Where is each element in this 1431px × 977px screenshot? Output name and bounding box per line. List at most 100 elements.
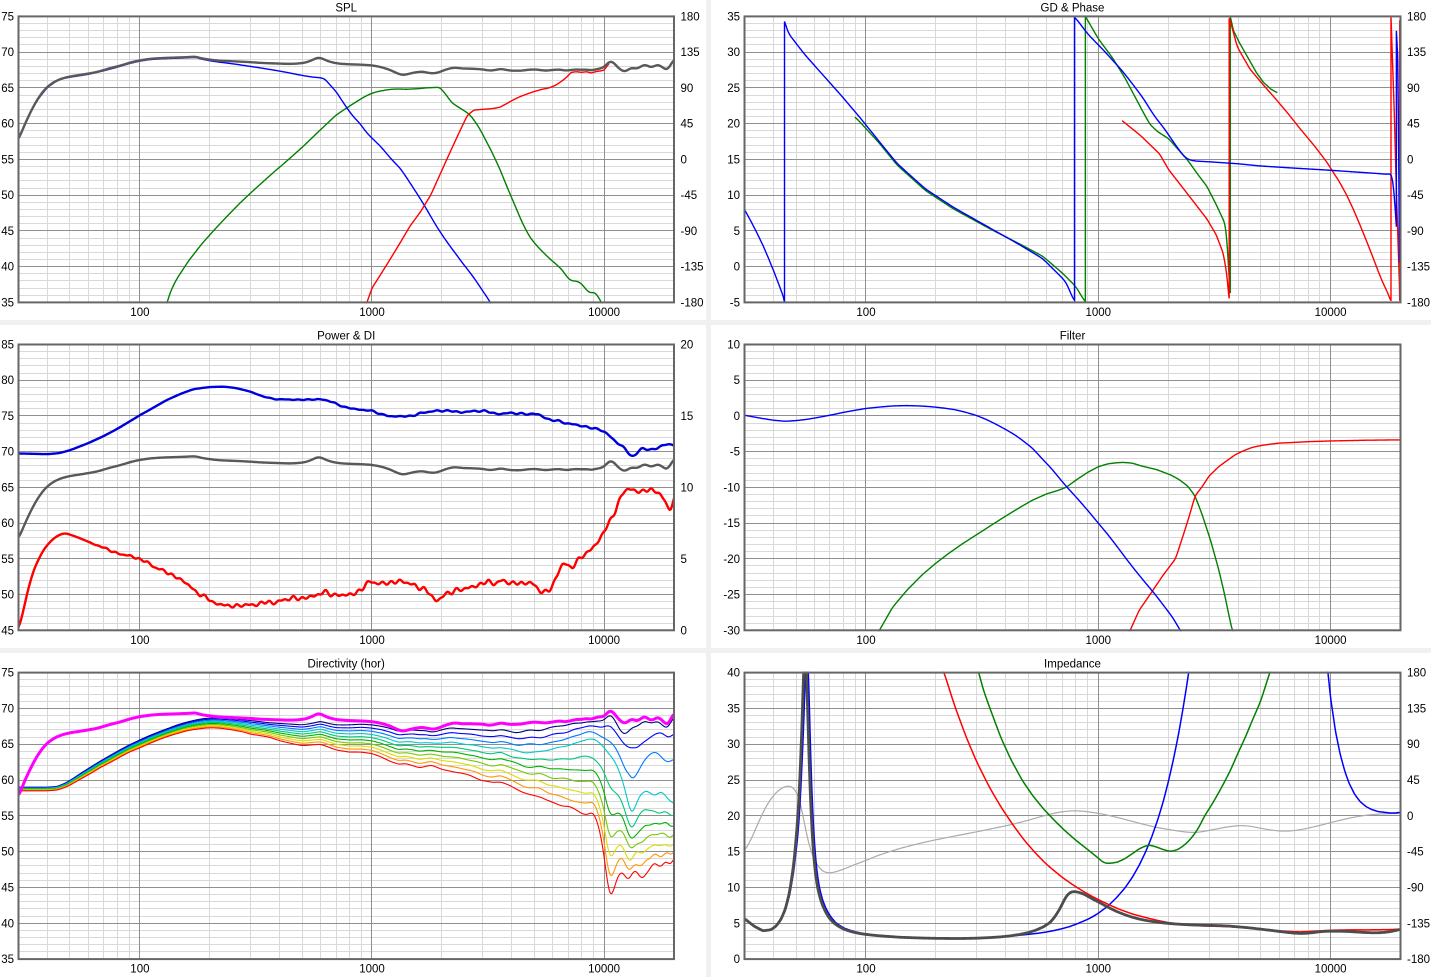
- svg-text:75: 75: [1, 411, 14, 423]
- svg-text:-90: -90: [1407, 883, 1424, 895]
- svg-text:40: 40: [1, 262, 14, 274]
- svg-text:75: 75: [1, 11, 14, 23]
- svg-text:0: 0: [1407, 811, 1413, 823]
- svg-text:60: 60: [1, 518, 14, 530]
- svg-text:85: 85: [1, 340, 14, 352]
- svg-text:1000: 1000: [359, 635, 385, 647]
- svg-text:50: 50: [1, 590, 14, 602]
- svg-text:SPL: SPL: [335, 2, 357, 14]
- svg-text:5: 5: [734, 375, 740, 387]
- svg-text:45: 45: [681, 119, 694, 131]
- svg-text:0: 0: [681, 154, 687, 166]
- svg-text:5: 5: [734, 918, 740, 930]
- svg-text:10: 10: [727, 190, 740, 202]
- svg-text:5: 5: [681, 554, 687, 566]
- svg-text:-90: -90: [681, 226, 698, 238]
- svg-text:Power & DI: Power & DI: [317, 331, 375, 343]
- svg-text:1000: 1000: [1086, 307, 1112, 319]
- svg-text:-90: -90: [1407, 226, 1424, 238]
- svg-text:0: 0: [734, 262, 740, 274]
- svg-text:10000: 10000: [588, 964, 620, 976]
- svg-text:1000: 1000: [1086, 964, 1112, 976]
- svg-text:35: 35: [1, 297, 14, 309]
- svg-text:-5: -5: [730, 297, 740, 309]
- svg-text:90: 90: [1407, 83, 1420, 95]
- svg-text:15: 15: [727, 847, 740, 859]
- svg-text:10000: 10000: [1315, 307, 1347, 319]
- svg-text:60: 60: [1, 775, 14, 787]
- svg-text:65: 65: [1, 83, 14, 95]
- svg-text:15: 15: [727, 154, 740, 166]
- svg-text:50: 50: [1, 847, 14, 859]
- svg-text:Filter: Filter: [1060, 331, 1086, 343]
- svg-text:-45: -45: [681, 190, 698, 202]
- svg-text:1000: 1000: [359, 307, 385, 319]
- svg-text:-5: -5: [730, 447, 740, 459]
- svg-text:55: 55: [1, 154, 14, 166]
- svg-text:10: 10: [681, 482, 694, 494]
- svg-text:0: 0: [1407, 154, 1413, 166]
- svg-text:20: 20: [727, 119, 740, 131]
- svg-text:180: 180: [681, 11, 700, 23]
- svg-text:10: 10: [727, 883, 740, 895]
- svg-text:1000: 1000: [359, 964, 385, 976]
- svg-text:40: 40: [1, 918, 14, 930]
- svg-text:-20: -20: [723, 554, 740, 566]
- svg-text:-135: -135: [1407, 262, 1430, 274]
- svg-text:70: 70: [1, 703, 14, 715]
- svg-text:30: 30: [727, 47, 740, 59]
- svg-text:135: 135: [1407, 47, 1426, 59]
- svg-text:Directivity (hor): Directivity (hor): [308, 659, 385, 671]
- svg-text:1000: 1000: [1086, 635, 1112, 647]
- svg-text:10: 10: [727, 340, 740, 352]
- svg-text:30: 30: [727, 739, 740, 751]
- svg-text:10000: 10000: [1315, 964, 1347, 976]
- svg-text:65: 65: [1, 739, 14, 751]
- svg-text:-25: -25: [723, 590, 740, 602]
- svg-text:55: 55: [1, 811, 14, 823]
- svg-text:100: 100: [130, 307, 149, 319]
- svg-text:100: 100: [130, 964, 149, 976]
- svg-text:135: 135: [1407, 703, 1426, 715]
- svg-text:90: 90: [1407, 739, 1420, 751]
- svg-text:40: 40: [727, 668, 740, 680]
- svg-text:45: 45: [1407, 119, 1420, 131]
- svg-text:GD & Phase: GD & Phase: [1041, 2, 1105, 14]
- svg-text:-30: -30: [723, 625, 740, 637]
- svg-text:100: 100: [856, 635, 875, 647]
- svg-text:Impedance: Impedance: [1044, 659, 1101, 671]
- svg-text:20: 20: [681, 340, 694, 352]
- svg-text:-15: -15: [723, 518, 740, 530]
- svg-text:0: 0: [734, 954, 740, 966]
- svg-text:-45: -45: [1407, 190, 1424, 202]
- svg-text:-180: -180: [681, 297, 704, 309]
- svg-text:35: 35: [727, 703, 740, 715]
- svg-text:65: 65: [1, 482, 14, 494]
- svg-text:45: 45: [1407, 775, 1420, 787]
- svg-text:10000: 10000: [588, 307, 620, 319]
- svg-text:0: 0: [681, 625, 687, 637]
- svg-text:180: 180: [1407, 11, 1426, 23]
- svg-text:25: 25: [727, 83, 740, 95]
- svg-text:10000: 10000: [588, 635, 620, 647]
- svg-text:-180: -180: [1407, 297, 1430, 309]
- svg-text:45: 45: [1, 226, 14, 238]
- svg-text:10000: 10000: [1315, 635, 1347, 647]
- svg-text:35: 35: [727, 11, 740, 23]
- svg-text:100: 100: [856, 964, 875, 976]
- svg-text:180: 180: [1407, 668, 1426, 680]
- svg-text:100: 100: [130, 635, 149, 647]
- svg-text:55: 55: [1, 554, 14, 566]
- svg-text:-180: -180: [1407, 954, 1430, 966]
- svg-text:45: 45: [1, 883, 14, 895]
- svg-text:-10: -10: [723, 482, 740, 494]
- svg-text:-45: -45: [1407, 847, 1424, 859]
- svg-text:0: 0: [734, 411, 740, 423]
- svg-text:45: 45: [1, 625, 14, 637]
- svg-text:100: 100: [856, 307, 875, 319]
- svg-text:50: 50: [1, 190, 14, 202]
- svg-text:15: 15: [681, 411, 694, 423]
- svg-text:70: 70: [1, 447, 14, 459]
- svg-text:60: 60: [1, 119, 14, 131]
- svg-text:-135: -135: [681, 262, 704, 274]
